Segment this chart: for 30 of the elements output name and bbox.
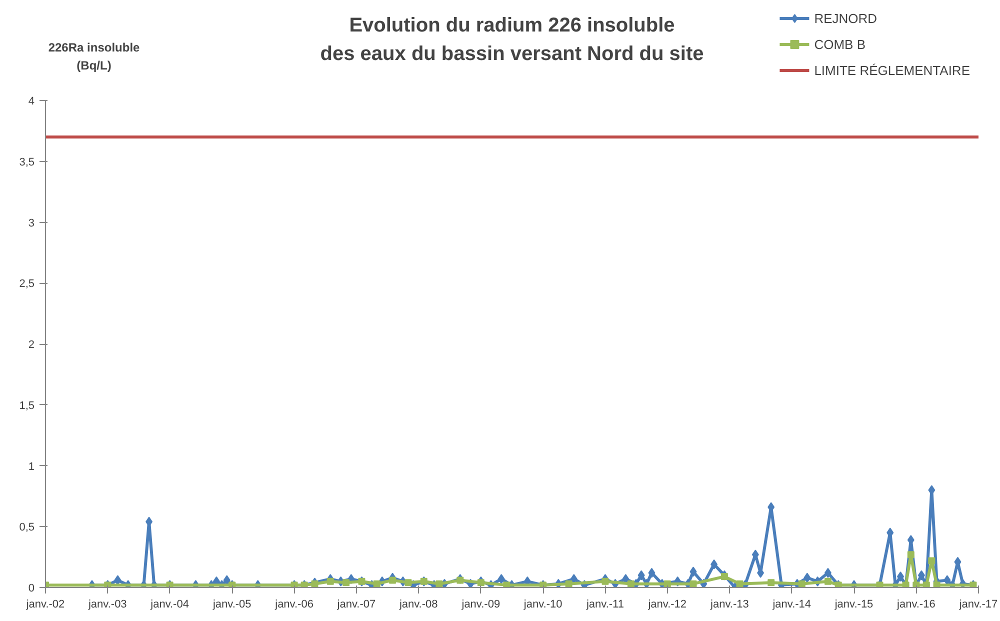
x-tick-label: janv.-05 [212, 598, 252, 610]
y-tick-label: 0 [28, 582, 35, 594]
y-tick-label: 4 [28, 96, 35, 108]
x-tick-label: janv.-14 [772, 598, 812, 610]
y-tick-label: 0,5 [19, 522, 35, 534]
x-tick-label: janv.-12 [647, 598, 687, 610]
x-tick-label: janv.-17 [958, 598, 998, 610]
legend-label: COMB B [814, 36, 866, 53]
x-tick-label: janv.-11 [585, 598, 624, 610]
y-tick-label: 1,5 [19, 400, 35, 412]
y-tick-label: 1 [28, 460, 35, 473]
y-tick-label: 3,5 [19, 156, 35, 168]
x-tick-label: janv.-10 [522, 598, 562, 610]
legend-label: LIMITE RÉGLEMENTAIRE [814, 62, 970, 79]
y-tick-label: 2 [28, 339, 35, 351]
x-tick-label: janv.-08 [398, 598, 438, 610]
legend-label: REJNORD [814, 10, 878, 27]
x-tick-label: janv.-16 [896, 598, 936, 610]
x-tick-label: janv.-03 [87, 598, 127, 610]
y-axis-title: 226Ra insoluble (Bq/L) [48, 40, 140, 73]
chart-title: Evolution du radium 226 insoluble des eaux du bassin versant Nord du site [320, 14, 704, 66]
y-tick-label: 3 [28, 217, 35, 230]
x-tick-label: janv.-06 [274, 598, 314, 610]
x-tick-label: janv.-04 [150, 598, 189, 610]
x-tick-label: janv.-15 [834, 598, 874, 610]
x-tick-label: janv.-09 [460, 598, 500, 610]
x-tick-label: janv.-07 [336, 598, 376, 610]
x-tick-label: janv.-02 [25, 598, 65, 610]
x-tick-label: janv.-13 [710, 598, 749, 610]
y-tick-label: 2,5 [19, 278, 35, 290]
